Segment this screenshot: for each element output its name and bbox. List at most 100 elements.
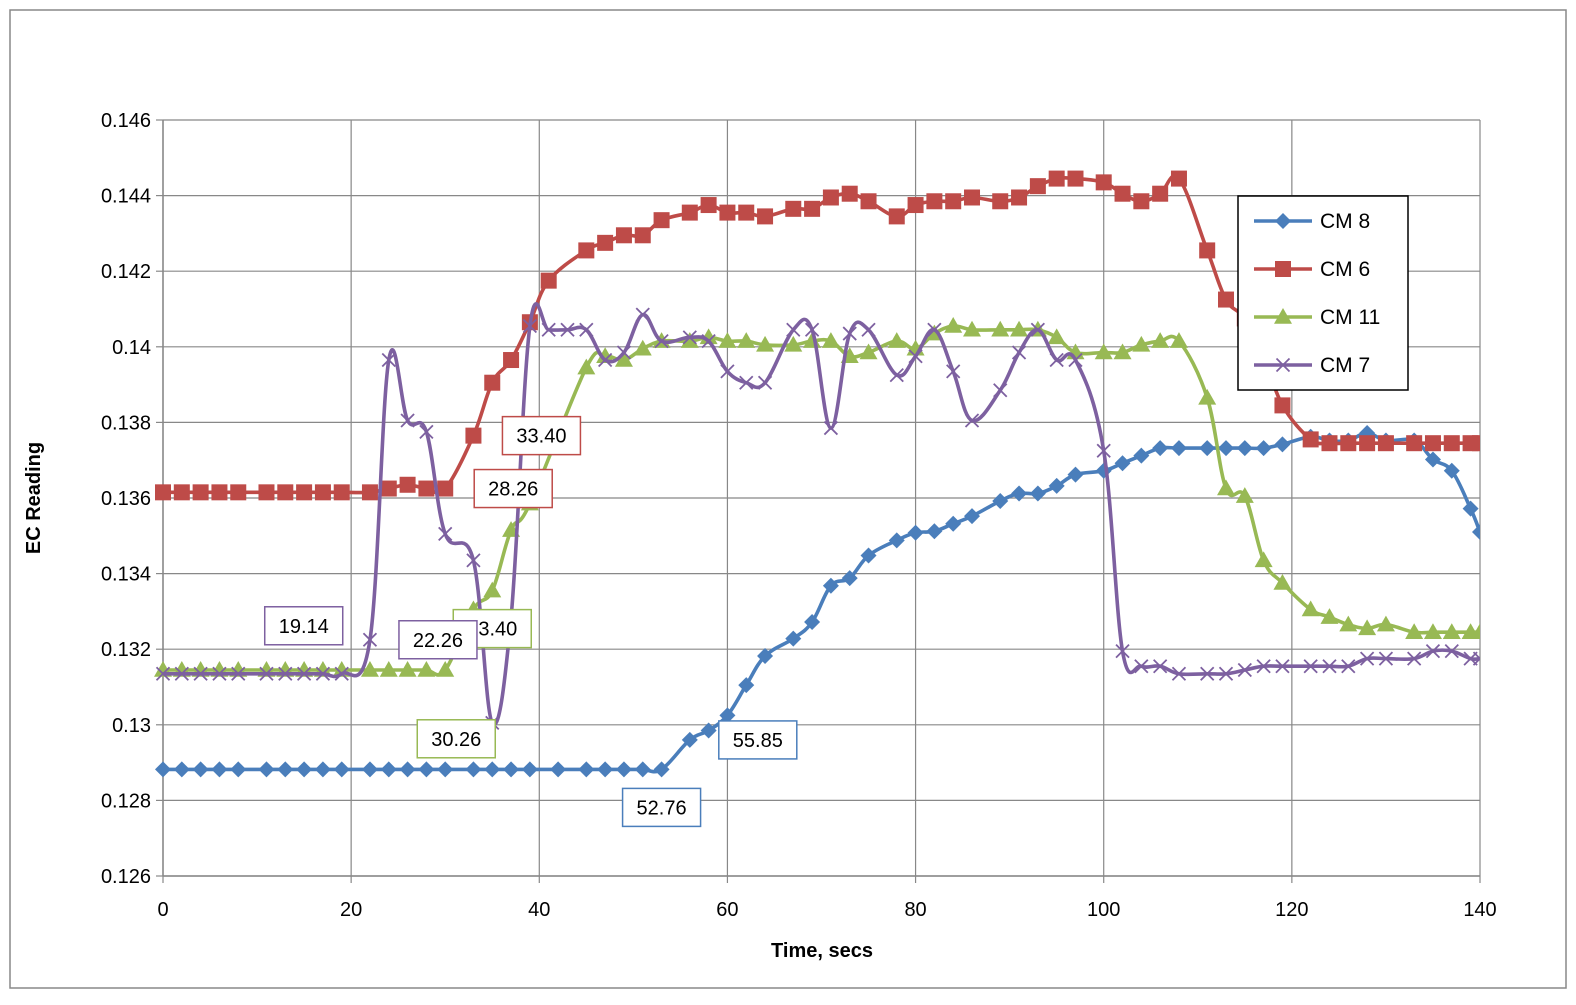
data-point-cm-6 [634,227,651,244]
data-point-cm-6 [804,200,821,217]
data-label: 33.40 [501,415,582,456]
y-tick-label: 0.13 [112,715,151,737]
data-label-text: 52.76 [637,797,687,819]
data-point-cm-7 [1030,322,1046,337]
data-label-box [718,720,798,760]
series-cm-7 [155,302,1480,731]
data-point-cm-8 [822,577,839,594]
data-point-cm-6 [738,204,755,221]
data-point-cm-7 [682,330,697,345]
data-point-cm-6 [1048,170,1065,187]
data-point-cm-8 [1152,440,1169,457]
data-point-cm-7 [908,349,923,364]
data-point-cm-6 [314,484,331,501]
x-tick-label: 60 [716,899,738,921]
data-point-cm-11 [633,339,652,356]
data-point-cm-7 [720,364,735,379]
data-point-cm-6 [1321,435,1338,452]
data-label-text: 55.85 [733,730,783,752]
data-point-cm-7 [1134,659,1149,674]
data-label: 22.26 [398,620,478,660]
data-point-cm-6 [1359,435,1376,452]
data-point-cm-11 [1405,623,1424,639]
data-point-cm-7 [1378,651,1394,666]
data-point-cm-11 [1339,615,1358,632]
data-point-cm-7 [1472,651,1480,666]
data-point-cm-8 [841,570,858,587]
data-point-cm-8 [211,761,228,778]
data-point-cm-6 [578,242,595,259]
data-point-cm-6 [1067,170,1084,187]
data-point-cm-7 [701,333,716,349]
data-point-cm-8 [1274,436,1291,453]
data-labels: 52.76 55.85 28.26 33.40 33.40 30.26 19.14 22.26 [263,415,798,828]
data-point-cm-7 [579,322,594,337]
data-point-cm-6 [1340,435,1357,452]
data-point-cm-6 [1302,431,1319,448]
data-point-cm-7 [560,322,575,337]
data-point-cm-8 [681,731,698,748]
data-point-cm-7 [597,352,613,368]
data-point-cm-11 [1151,332,1170,348]
data-point-cm-7 [155,666,171,681]
data-label: 30.26 [416,719,496,759]
data-point-cm-6 [1377,435,1394,452]
data-point-cm-11 [1254,551,1273,568]
data-point-cm-8 [258,761,275,778]
data-point-cm-6 [907,197,924,214]
data-point-cm-7 [212,666,227,681]
data-point-cm-7 [1303,659,1318,674]
data-point-cm-7 [296,666,312,681]
data-point-cm-8 [578,761,595,778]
data-point-cm-6 [484,374,501,391]
data-point-cm-8 [1133,447,1150,464]
data-point-cm-7 [1049,352,1064,368]
data-point-cm-6 [992,193,1009,210]
data-point-cm-8 [1218,440,1235,457]
data-point-cm-7 [964,413,980,428]
series-cm-11 [154,317,1480,677]
data-point-cm-8 [1424,451,1441,468]
data-point-cm-11 [699,328,718,345]
y-tick-label: 0.138 [101,412,151,434]
data-point-cm-8 [437,761,454,778]
data-point-cm-7 [739,375,754,390]
data-point-cm-11 [1358,619,1377,636]
data-point-cm-7 [635,307,650,322]
data-point-cm-6 [1170,170,1187,187]
y-tick-label: 0.14 [112,337,151,359]
data-point-cm-11 [577,358,596,375]
data-point-cm-7 [278,666,293,681]
data-point-cm-11 [1217,479,1236,496]
data-point-cm-11 [680,332,699,348]
data-point-cm-7 [993,383,1008,398]
data-point-cm-7 [1425,643,1441,659]
data-point-cm-11 [1094,343,1113,360]
data-point-cm-8 [1199,440,1216,457]
data-label: 52.76 [621,787,702,828]
data-label-text: 30.26 [431,729,481,751]
legend-box [1237,195,1409,391]
data-point-cm-6 [155,484,171,501]
data-point-cm-7 [466,553,481,568]
data-point-cm-6 [437,480,454,497]
legend-swatch-marker [1275,213,1291,229]
data-point-cm-8 [1443,462,1460,479]
x-axis-title: Time, secs [771,940,873,962]
data-point-cm-8 [333,761,350,778]
data-point-cm-8 [503,761,520,778]
data-point-cm-8 [192,761,209,778]
data-point-cm-6 [1199,242,1216,259]
data-point-cm-8 [1236,440,1253,457]
data-label-box [416,719,496,759]
x-tick-label: 140 [1463,899,1496,921]
data-point-cm-11 [1376,615,1395,632]
data-point-cm-11 [1198,388,1217,405]
data-point-cm-8 [1462,500,1479,517]
legend-label: CM 8 [1320,210,1370,233]
data-label: 19.14 [263,606,344,646]
data-point-cm-11 [944,317,963,333]
data-point-cm-8 [860,547,877,564]
data-point-cm-8 [155,761,171,778]
